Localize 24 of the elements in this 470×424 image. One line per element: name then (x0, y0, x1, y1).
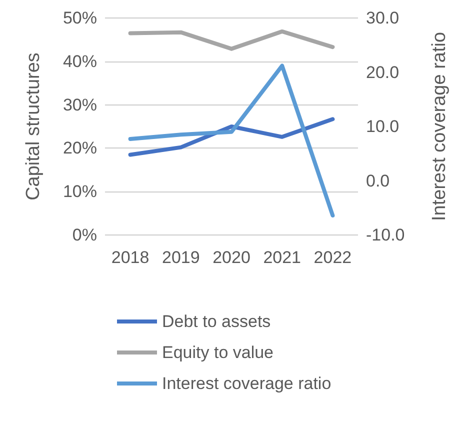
y-tick-label: 50% (62, 8, 97, 28)
y2-tick-label: 10.0 (366, 117, 400, 136)
legend-label: Debt to assets (162, 312, 271, 331)
legend-label: Interest coverage ratio (162, 374, 332, 393)
y2-tick-label: -10.0 (366, 226, 405, 244)
y2-tick-label: 20.0 (366, 62, 400, 82)
y-tick-label: 0% (72, 226, 97, 244)
y-axis-title: Capital structures (23, 52, 44, 200)
y-tick-label: 20% (62, 138, 97, 158)
x-tick-label: 2021 (263, 248, 302, 267)
x-tick-label: 2018 (111, 248, 150, 267)
y-tick-label: 10% (62, 182, 97, 202)
y2-axis-title: Interest coverage ratio (429, 32, 450, 222)
line-series (128, 117, 335, 157)
y2-tick-label: 0.0 (366, 171, 390, 190)
line-series (128, 29, 335, 51)
legend-label: Equity to value (162, 343, 274, 362)
y2-tick-label: 30.0 (366, 8, 400, 28)
x-tick-label: 2020 (212, 248, 250, 267)
x-tick-label: 2019 (162, 248, 200, 267)
x-tick-label: 2022 (314, 248, 352, 267)
line-series (128, 64, 335, 218)
y-tick-label: 30% (62, 95, 97, 114)
y-tick-label: 40% (62, 52, 97, 71)
